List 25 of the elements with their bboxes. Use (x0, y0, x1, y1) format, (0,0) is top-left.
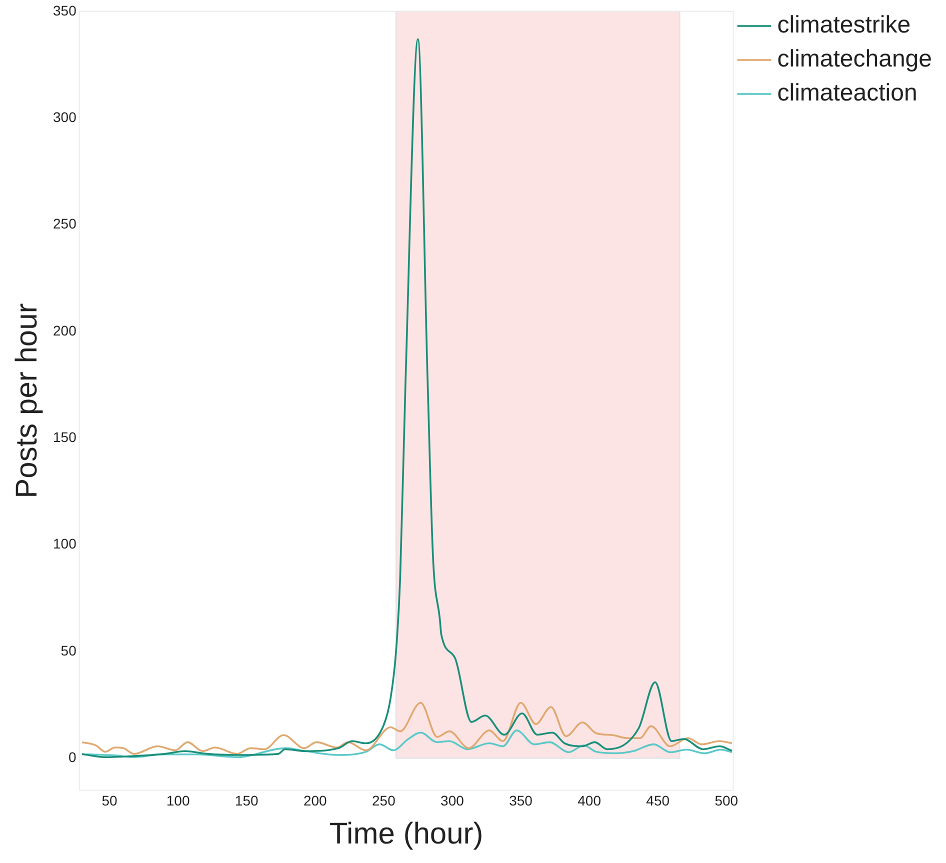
line-series (81, 702, 733, 755)
x-tick-label: 250 (372, 792, 396, 808)
y-tick-label: 50 (60, 642, 77, 658)
x-axis-title: Time (hour) (329, 817, 484, 850)
y-tick-label: 300 (53, 108, 77, 125)
legend-label: climatechange (777, 46, 932, 73)
x-tick-label: 350 (509, 792, 533, 808)
x-tick-label: 50 (102, 792, 118, 808)
y-tick-label: 200 (53, 322, 77, 338)
line-series (81, 38, 733, 758)
y-tick-label: 350 (53, 2, 77, 18)
x-tick-label: 150 (234, 792, 258, 808)
y-tick-label: 0 (68, 749, 77, 766)
x-tick-label: 100 (166, 792, 190, 808)
y-tick-label: 150 (53, 429, 77, 445)
y-tick-label: 100 (53, 536, 77, 552)
y-axis-title: Posts per hour (10, 303, 44, 498)
legend-label: climatestrike (777, 12, 911, 39)
x-tick-label: 400 (578, 792, 602, 808)
y-tick-label: 250 (53, 216, 77, 232)
legend-label: climateaction (777, 80, 918, 107)
x-tick-label: 300 (440, 792, 464, 808)
x-tick-label: 500 (714, 792, 738, 808)
x-tick-label: 450 (646, 792, 670, 808)
x-tick-label: 200 (303, 792, 328, 808)
